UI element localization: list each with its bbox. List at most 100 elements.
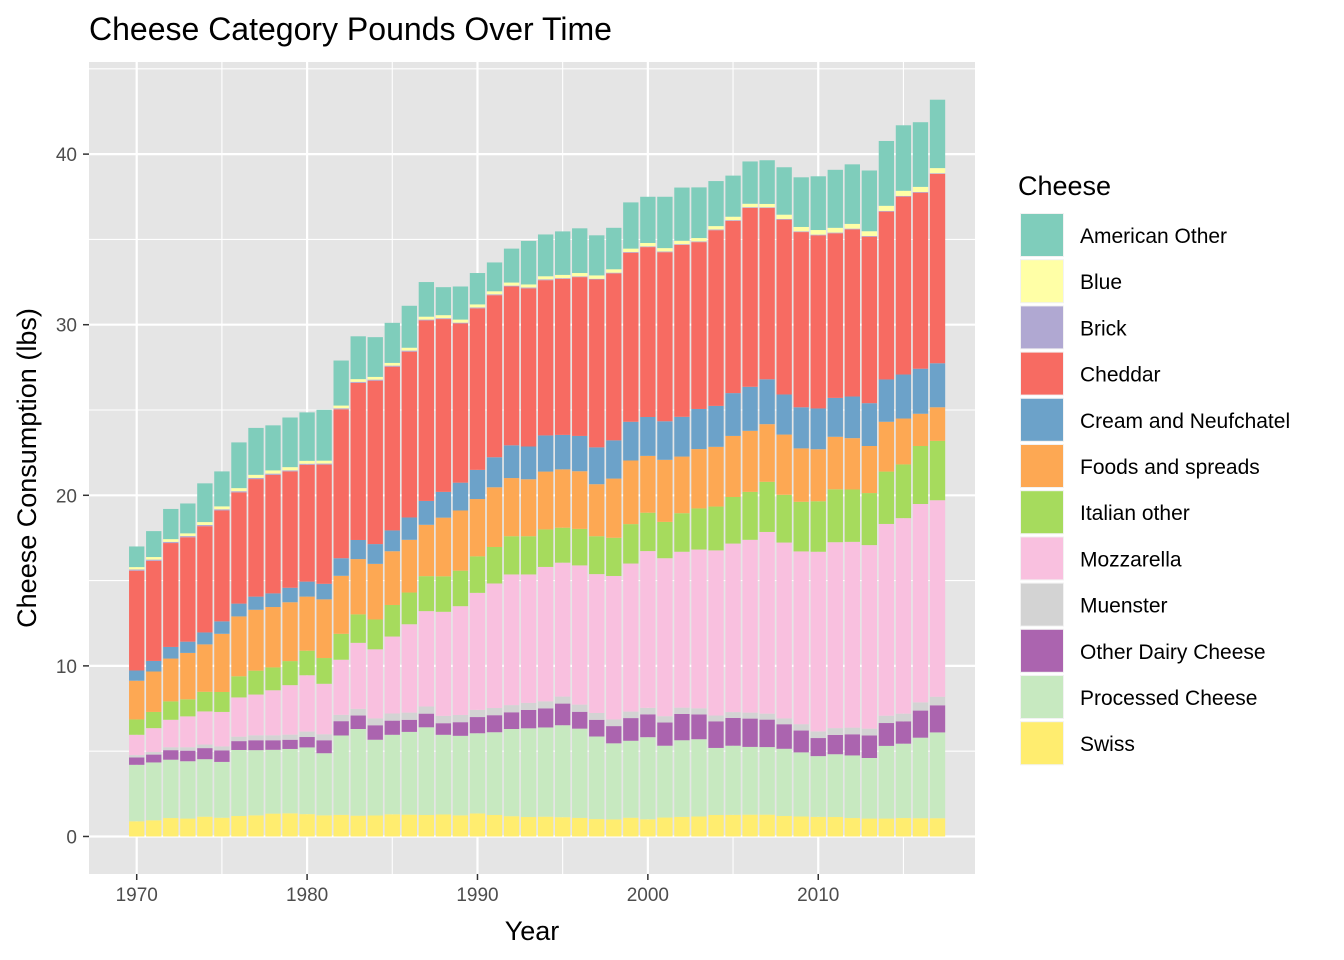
bar-segment-processed-cheese bbox=[691, 739, 707, 817]
bar-segment-blue bbox=[895, 190, 912, 196]
bar-segment-italian-other bbox=[231, 676, 247, 698]
bar-segment-swiss bbox=[759, 814, 775, 837]
bar-segment-processed-cheese bbox=[537, 727, 554, 817]
bar-segment-mozzarella bbox=[606, 575, 622, 720]
bar-segment-processed-cheese bbox=[435, 734, 452, 815]
bar-segment-foods-and-spreads bbox=[265, 607, 281, 668]
bar-segment-other-dairy-cheese bbox=[725, 717, 741, 746]
bar-segment-swiss bbox=[929, 818, 946, 837]
bar-segment-american-other bbox=[589, 235, 605, 276]
bar-segment-processed-cheese bbox=[589, 736, 605, 820]
bar-segment-muenster bbox=[759, 713, 775, 720]
bar-segment-muenster bbox=[623, 711, 639, 719]
bar-segment-other-dairy-cheese bbox=[299, 737, 315, 748]
bar-segment-cheddar bbox=[231, 492, 247, 604]
bar-segment-processed-cheese bbox=[231, 749, 247, 816]
bar-segment-cream-and-neufchatel bbox=[691, 408, 707, 450]
bar-segment-italian-other bbox=[299, 650, 315, 676]
bar-segment-other-dairy-cheese bbox=[742, 718, 758, 747]
bar-segment-muenster bbox=[197, 744, 213, 749]
bar-segment-muenster bbox=[793, 724, 809, 731]
bar-segment-mozzarella bbox=[657, 558, 673, 717]
bar-segment-brick bbox=[333, 408, 349, 410]
bar-segment-other-dairy-cheese bbox=[265, 740, 281, 750]
bar-segment-processed-cheese bbox=[725, 745, 741, 815]
bar-segment-foods-and-spreads bbox=[589, 484, 605, 537]
bar-segment-cheddar bbox=[725, 220, 741, 394]
bar-segment-american-other bbox=[844, 164, 860, 224]
legend-label: Processed Cheese bbox=[1080, 687, 1257, 710]
bar-segment-blue bbox=[520, 284, 537, 288]
x-tick-label: 1980 bbox=[286, 885, 328, 906]
bar-segment-processed-cheese bbox=[197, 759, 213, 817]
bar-segment-mozzarella bbox=[248, 694, 264, 736]
bar-segment-swiss bbox=[146, 820, 162, 837]
bar-segment-brick bbox=[640, 246, 656, 248]
bar-segment-foods-and-spreads bbox=[248, 609, 264, 671]
bar-segment-muenster bbox=[606, 719, 622, 727]
bar-segment-mozzarella bbox=[810, 551, 826, 732]
bar-segment-american-other bbox=[180, 503, 196, 534]
bar-segment-processed-cheese bbox=[163, 759, 179, 819]
bar-segment-other-dairy-cheese bbox=[282, 739, 298, 749]
bar-segment-italian-other bbox=[486, 546, 503, 584]
bar-segment-cheddar bbox=[742, 207, 758, 387]
bar-segment-cream-and-neufchatel bbox=[486, 457, 503, 488]
bar-segment-cheddar bbox=[827, 233, 843, 398]
bar-segment-italian-other bbox=[265, 667, 281, 691]
bar-segment-other-dairy-cheese bbox=[163, 750, 179, 760]
bar-segment-brick bbox=[180, 536, 196, 538]
bar-segment-blue bbox=[555, 274, 571, 279]
bar-segment-mozzarella bbox=[469, 592, 486, 710]
bar-segment-cream-and-neufchatel bbox=[197, 632, 213, 645]
bar-segment-blue bbox=[282, 467, 298, 471]
bar-segment-blue bbox=[640, 242, 656, 247]
bar-segment-italian-other bbox=[503, 536, 520, 575]
bar-segment-foods-and-spreads bbox=[725, 435, 741, 497]
legend-label: Other Dairy Cheese bbox=[1080, 641, 1266, 664]
bar-segment-processed-cheese bbox=[640, 737, 656, 820]
bar-segment-swiss bbox=[248, 815, 264, 837]
bars-layer bbox=[129, 99, 946, 837]
bar-segment-swiss bbox=[844, 818, 860, 837]
bar-segment-italian-other bbox=[316, 658, 332, 684]
bar-segment-other-dairy-cheese bbox=[589, 719, 605, 737]
bar-segment-blue bbox=[793, 226, 809, 232]
bar-segment-brick bbox=[316, 463, 332, 465]
bar-segment-cream-and-neufchatel bbox=[129, 670, 145, 681]
bar-segment-american-other bbox=[555, 231, 571, 275]
bar-segment-cheddar bbox=[844, 229, 860, 397]
bar-segment-cheddar bbox=[861, 236, 878, 404]
bar-segment-mozzarella bbox=[316, 683, 332, 735]
legend-swatch bbox=[1021, 676, 1063, 718]
bar-segment-muenster bbox=[316, 734, 332, 741]
bar-segment-mozzarella bbox=[350, 642, 366, 709]
bar-segment-italian-other bbox=[691, 508, 707, 550]
bar-segment-processed-cheese bbox=[265, 749, 281, 814]
bar-segment-brick bbox=[503, 285, 520, 287]
bar-segment-brick bbox=[623, 252, 639, 253]
bar-segment-cream-and-neufchatel bbox=[180, 641, 196, 653]
bar-segment-muenster bbox=[657, 716, 673, 723]
bar-segment-swiss bbox=[912, 818, 929, 837]
bar-segment-processed-cheese bbox=[674, 740, 690, 817]
bar-segment-foods-and-spreads bbox=[418, 524, 435, 577]
bar-segment-muenster bbox=[640, 707, 656, 715]
bar-segment-processed-cheese bbox=[520, 728, 537, 818]
bar-segment-mozzarella bbox=[776, 542, 792, 719]
bar-segment-cheddar bbox=[640, 247, 656, 417]
x-tick-label: 1990 bbox=[456, 885, 498, 906]
bar-segment-blue bbox=[231, 488, 247, 492]
bar-segment-brick bbox=[197, 524, 213, 527]
bar-segment-swiss bbox=[435, 814, 452, 837]
bar-segment-italian-other bbox=[912, 445, 929, 504]
bar-segment-swiss bbox=[555, 817, 571, 837]
bar-segment-foods-and-spreads bbox=[827, 436, 843, 490]
bar-segment-cheddar bbox=[265, 474, 281, 594]
bar-segment-processed-cheese bbox=[350, 729, 366, 816]
bar-segment-foods-and-spreads bbox=[520, 479, 537, 537]
bar-segment-cream-and-neufchatel bbox=[452, 482, 469, 511]
bar-segment-brick bbox=[793, 231, 809, 233]
bar-segment-italian-other bbox=[452, 570, 469, 607]
